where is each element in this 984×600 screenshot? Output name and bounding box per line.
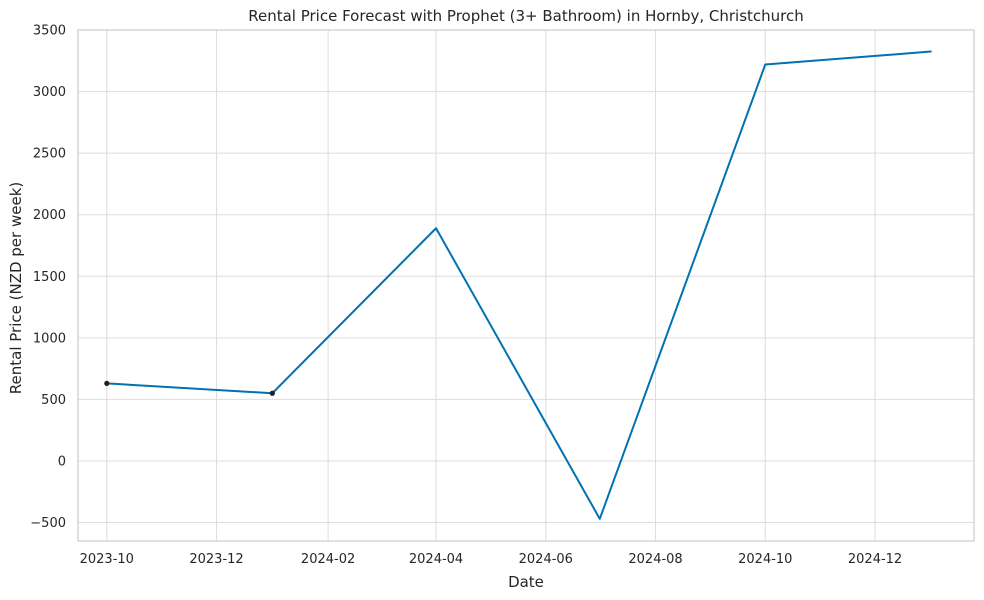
- x-axis-label: Date: [508, 573, 544, 591]
- y-tick-label: 3000: [33, 85, 66, 100]
- y-tick-label: −500: [30, 516, 66, 531]
- y-tick-label: 3500: [33, 24, 66, 39]
- y-tick-label: 500: [41, 393, 66, 408]
- x-tick-label: 2023-12: [189, 552, 243, 567]
- x-tick-label: 2023-10: [80, 552, 134, 567]
- series-layer: [105, 50, 932, 520]
- observed-points-layer: [104, 380, 275, 396]
- forecast-series-line: [105, 50, 932, 520]
- chart-title: Rental Price Forecast with Prophet (3+ B…: [248, 7, 804, 25]
- x-tick-label: 2024-04: [409, 552, 463, 567]
- gridlines: [78, 29, 974, 541]
- plot-area-frame: [77, 29, 975, 542]
- y-tick-label: 2500: [33, 147, 66, 162]
- y-tick-label: 0: [58, 454, 66, 469]
- x-axis-ticks: 2023-10 2023-12 2024-02 2024-04 2024-06 2024-…: [80, 552, 903, 567]
- y-axis-label: Rental Price (NZD per week): [7, 182, 25, 394]
- x-tick-label: 2024-02: [301, 552, 355, 567]
- observed-data-point: [269, 390, 275, 396]
- x-tick-label: 2024-08: [628, 552, 682, 567]
- x-tick-label: 2024-10: [738, 552, 792, 567]
- x-tick-label: 2024-12: [848, 552, 902, 567]
- x-tick-label: 2024-06: [519, 552, 573, 567]
- y-tick-label: 2000: [33, 208, 66, 223]
- y-tick-label: 1000: [33, 331, 66, 346]
- y-tick-label: 1500: [33, 270, 66, 285]
- observed-data-point: [104, 380, 110, 386]
- y-axis-ticks: −500 0 500 1000 1500 2000 2500 3000 3500: [30, 24, 66, 532]
